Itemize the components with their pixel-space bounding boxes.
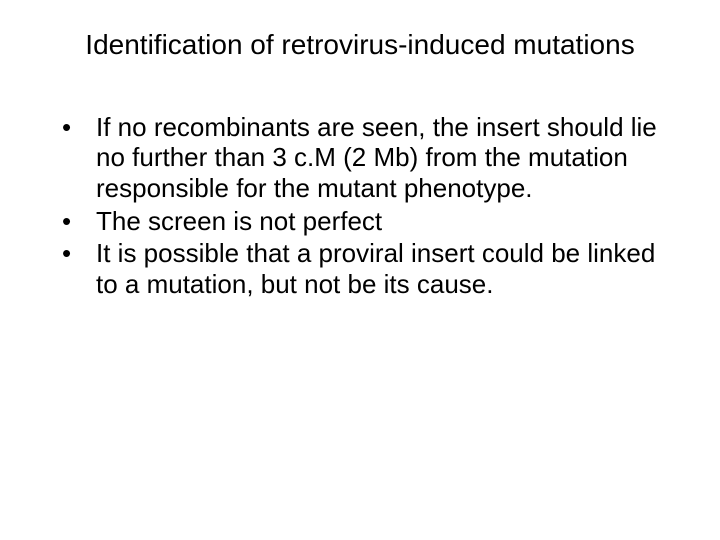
bullet-list: If no recombinants are seen, the insert … — [50, 112, 670, 300]
bullet-item: The screen is not perfect — [62, 206, 670, 237]
bullet-item: It is possible that a proviral insert co… — [62, 238, 670, 299]
bullet-item: If no recombinants are seen, the insert … — [62, 112, 670, 204]
slide-title: Identification of retrovirus-induced mut… — [50, 28, 670, 62]
slide: Identification of retrovirus-induced mut… — [0, 0, 720, 540]
